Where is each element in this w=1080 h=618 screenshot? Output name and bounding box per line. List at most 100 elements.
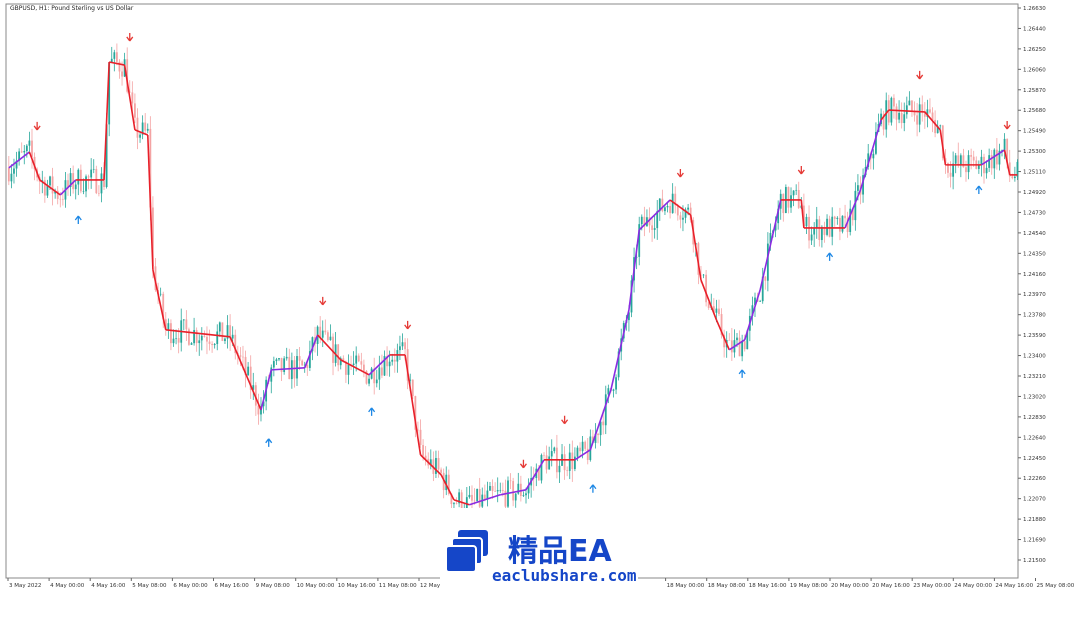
candle-body xyxy=(509,480,512,482)
candle-body xyxy=(936,126,939,134)
candle-body xyxy=(417,429,419,431)
candle-body xyxy=(571,452,574,470)
candle-body xyxy=(134,103,136,118)
candle-body xyxy=(262,401,265,407)
candle-body xyxy=(216,331,219,345)
candle-body xyxy=(759,301,762,302)
candle-body xyxy=(337,344,340,366)
candle-body xyxy=(146,128,149,131)
candle-body xyxy=(92,168,95,170)
candle-body xyxy=(720,314,723,335)
candle-body xyxy=(69,173,72,187)
indicator-line-segment xyxy=(419,454,442,476)
x-tick-label: 20 May 00:00 xyxy=(831,583,869,589)
chart-title: GBPUSD, H1: Pound Sterling vs US Dollar xyxy=(10,5,134,12)
indicator-line-segment xyxy=(743,289,761,341)
candle-body xyxy=(730,340,733,353)
candle-body xyxy=(368,378,370,384)
candle-body xyxy=(275,359,278,362)
candle-body xyxy=(666,205,669,208)
candle-body xyxy=(728,340,731,341)
candle-body xyxy=(826,218,828,235)
candle-body xyxy=(447,474,450,494)
candle-body xyxy=(836,217,839,219)
buy-arrow-icon xyxy=(975,185,983,194)
candle-body xyxy=(558,465,561,473)
candle-body xyxy=(100,173,103,194)
candle-body xyxy=(406,349,409,381)
candle-body xyxy=(867,153,870,167)
candle-body xyxy=(435,458,437,474)
x-tick-label: 10 May 00:00 xyxy=(297,583,335,589)
candle-body xyxy=(339,358,342,366)
y-tick-label: 1.22830 xyxy=(1023,415,1046,421)
watermark-text: 精品EA xyxy=(508,534,612,569)
x-tick-label: 18 May 08:00 xyxy=(708,583,746,589)
candle-body xyxy=(885,100,888,130)
candle-body xyxy=(72,173,75,190)
y-tick-label: 1.23970 xyxy=(1023,292,1046,298)
candle-body xyxy=(887,100,890,123)
candle-body xyxy=(476,488,479,501)
candle-body xyxy=(445,474,448,491)
candle-body xyxy=(746,330,749,350)
candle-body xyxy=(705,274,708,303)
indicator-line-segment xyxy=(165,329,231,338)
indicator-line-segment xyxy=(8,151,30,169)
candle-body xyxy=(766,243,769,281)
candle-body xyxy=(491,485,494,491)
candle-body xyxy=(383,356,386,376)
indicator-line-segment xyxy=(152,269,167,331)
candle-body xyxy=(689,207,692,221)
indicator-line-segment xyxy=(715,319,731,351)
candle-body xyxy=(931,112,934,120)
y-tick-label: 1.24540 xyxy=(1023,231,1046,237)
candle-body xyxy=(777,208,780,224)
candle-body xyxy=(56,190,59,199)
sell-arrow-icon xyxy=(519,459,527,469)
indicator-line-segment xyxy=(1003,149,1011,176)
indicator-line-segment xyxy=(980,149,1006,166)
candle-body xyxy=(303,364,306,366)
candle-body xyxy=(643,216,646,227)
candle-body xyxy=(566,470,569,471)
indicator-line-segment xyxy=(574,449,591,461)
candle-body xyxy=(669,205,671,214)
candle-body xyxy=(929,109,931,113)
candle-body xyxy=(28,140,31,146)
x-tick-label: 9 May 08:00 xyxy=(256,583,291,589)
x-tick-label: 4 May 00:00 xyxy=(50,583,85,589)
indicator-line-segment xyxy=(260,369,273,411)
candle-body xyxy=(573,456,576,470)
x-tick-label: 24 May 00:00 xyxy=(954,583,992,589)
candle-body xyxy=(234,334,237,354)
candle-body xyxy=(357,355,360,362)
candle-body xyxy=(658,198,661,212)
candle-body xyxy=(424,455,427,459)
candle-body xyxy=(545,455,548,470)
sell-arrow-icon xyxy=(1003,120,1011,130)
candle-body xyxy=(175,338,177,339)
candle-body xyxy=(628,312,630,321)
y-tick-label: 1.22260 xyxy=(1023,476,1046,482)
sell-arrow-icon xyxy=(797,165,805,175)
candle-body xyxy=(74,184,77,190)
y-tick-label: 1.25300 xyxy=(1023,149,1046,155)
x-tick-label: 10 May 16:00 xyxy=(338,583,376,589)
candle-body xyxy=(20,151,23,153)
candle-body xyxy=(239,355,242,357)
y-tick-label: 1.21690 xyxy=(1023,538,1046,544)
candle-body xyxy=(615,377,617,390)
candle-body xyxy=(918,104,921,125)
candle-body xyxy=(59,198,62,200)
indicator-line-segment xyxy=(880,109,890,121)
candle-body xyxy=(118,61,121,72)
indicator-line-segment xyxy=(453,499,470,506)
candle-body xyxy=(967,155,970,173)
candle-body xyxy=(23,151,26,153)
candle-body xyxy=(970,155,973,157)
candle-body xyxy=(795,189,798,191)
candle-body xyxy=(494,490,497,492)
